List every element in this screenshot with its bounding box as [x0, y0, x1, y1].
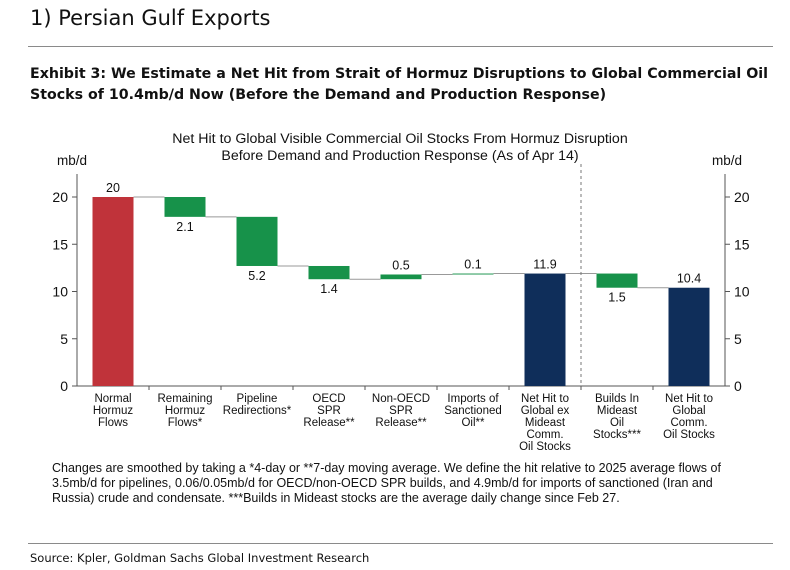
- data-label: 1.5: [608, 291, 625, 305]
- x-tick-label: SPR: [317, 405, 341, 417]
- source-note: Source: Kpler, Goldman Sachs Global Inve…: [30, 551, 370, 565]
- y-tick-label-right: 0: [734, 378, 742, 394]
- bar: [452, 273, 494, 275]
- bar: [380, 274, 422, 280]
- x-tick-label: Global ex: [521, 405, 570, 417]
- x-tick-label: Flows: [98, 417, 128, 429]
- x-tick-label: Non-OECD: [372, 393, 430, 405]
- x-tick-label: Stocks***: [593, 429, 641, 441]
- data-label: 0.1: [464, 258, 481, 272]
- x-tick-label: Oil: [610, 417, 624, 429]
- y-tick-label-right: 10: [734, 284, 750, 300]
- x-tick-label: Sanctioned: [444, 405, 502, 417]
- exhibit-title: Exhibit 3: We Estimate a Net Hit from St…: [30, 66, 769, 103]
- bar: [308, 265, 350, 280]
- x-tick-label: Imports of: [447, 393, 499, 405]
- bar: [236, 216, 278, 266]
- y-tick-label-left: 5: [60, 331, 68, 347]
- y-axis-unit-left: mb/d: [57, 153, 88, 168]
- y-tick-label-left: 10: [52, 284, 68, 300]
- x-tick-label: Redirections*: [223, 405, 292, 417]
- x-tick-label: SPR: [389, 405, 413, 417]
- x-tick-label: Oil Stocks: [519, 441, 571, 453]
- data-label: 1.4: [320, 282, 337, 296]
- x-tick-label: Hormuz: [93, 405, 134, 417]
- x-tick-label: Comm.: [526, 429, 563, 441]
- bar: [668, 287, 710, 386]
- bar: [92, 197, 134, 386]
- bar: [164, 197, 206, 217]
- y-tick-label-left: 20: [52, 189, 68, 205]
- x-tick-label: Remaining: [158, 393, 213, 405]
- x-tick-label: Flows*: [168, 417, 203, 429]
- chart-footnote: Changes are smoothed by taking a *4-day …: [52, 461, 721, 505]
- x-tick-label: Oil**: [461, 417, 485, 429]
- chart-title-line2: Before Demand and Production Response (A…: [221, 148, 579, 164]
- x-tick-label: Builds In: [595, 393, 639, 405]
- x-tick-label: Pipeline: [237, 393, 278, 405]
- chart-title-line1: Net Hit to Global Visible Commercial Oil…: [172, 131, 628, 147]
- data-label: 0.5: [392, 258, 409, 272]
- y-tick-label-right: 20: [734, 189, 750, 205]
- x-tick-label: Mideast: [597, 405, 638, 417]
- source-divider: [28, 543, 773, 544]
- x-tick-label: Oil Stocks: [663, 429, 715, 441]
- x-tick-label: Hormuz: [165, 405, 206, 417]
- x-tick-label: Net Hit to: [521, 393, 569, 405]
- x-tick-label: Release**: [375, 417, 427, 429]
- x-tick-label: Mideast: [525, 417, 566, 429]
- data-label: 20: [106, 181, 120, 195]
- x-tick-label: Normal: [94, 393, 131, 405]
- data-label: 2.1: [176, 220, 193, 234]
- data-label: 10.4: [677, 272, 701, 286]
- header-divider: [28, 46, 773, 47]
- x-tick-label: Global: [672, 405, 705, 417]
- y-axis-unit-right: mb/d: [712, 153, 743, 168]
- data-label: 11.9: [533, 258, 556, 272]
- y-tick-label-right: 5: [734, 331, 742, 347]
- x-tick-label: OECD: [312, 393, 345, 405]
- x-tick-label: Comm.: [670, 417, 707, 429]
- section-title: 1) Persian Gulf Exports: [30, 6, 271, 30]
- data-label: 5.2: [248, 269, 265, 283]
- x-tick-label: Release**: [303, 417, 355, 429]
- y-tick-label-left: 0: [60, 378, 68, 394]
- y-tick-label-left: 15: [52, 236, 68, 252]
- bar: [524, 273, 566, 386]
- x-tick-label: Net Hit to: [665, 393, 713, 405]
- y-tick-label-right: 15: [734, 236, 750, 252]
- bar: [596, 273, 638, 288]
